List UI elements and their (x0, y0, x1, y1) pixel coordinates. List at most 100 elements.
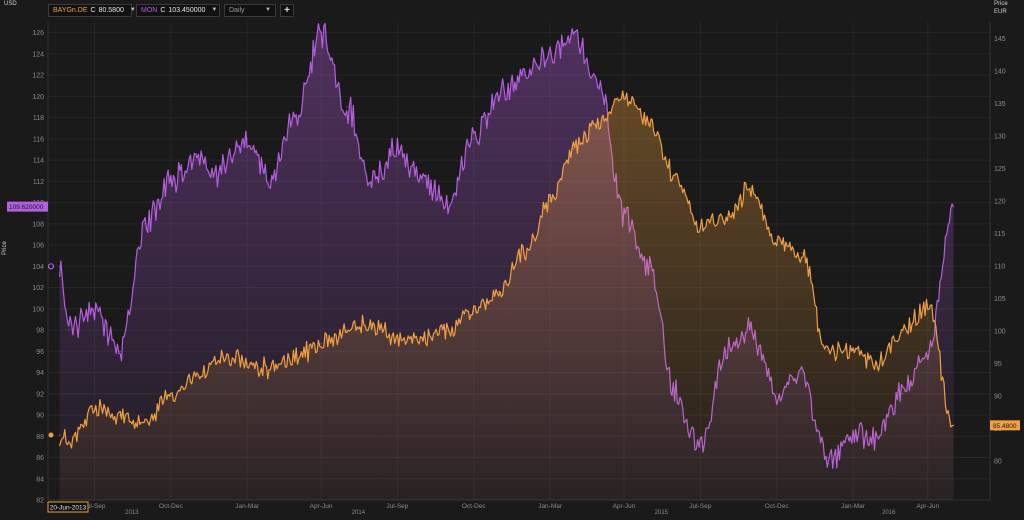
right-tick-label: 80 (994, 458, 1002, 465)
mon-point (246, 138, 248, 140)
x-tick-label: Jul-Sep (386, 503, 408, 510)
mon-point (144, 223, 146, 225)
left-tick-label: 120 (32, 94, 44, 101)
interval-selector[interactable]: Daily ▼ (224, 4, 276, 17)
mon-start-marker (47, 263, 55, 270)
interval-value: Daily (229, 7, 245, 14)
bayer-point (170, 395, 172, 397)
mon-point (775, 392, 778, 395)
right-tick-label: 120 (994, 198, 1006, 205)
bayer-point (58, 434, 61, 436)
series2-type: C (160, 7, 166, 14)
mon-point (725, 350, 727, 353)
mon-point (523, 74, 526, 76)
mon-point (800, 371, 803, 374)
bayer-point (926, 304, 929, 306)
bayer-point (194, 375, 197, 378)
bayer-point (497, 291, 500, 293)
mon-point (648, 265, 651, 268)
bayer-point (852, 349, 854, 352)
bayer-point (67, 440, 70, 443)
bayer-point (549, 200, 551, 202)
mon-point (598, 84, 600, 87)
bayer-point (750, 187, 752, 189)
bayer-point (93, 408, 96, 410)
bayer-point (246, 362, 248, 365)
series1-symbol: BAYGn.DE (53, 7, 88, 14)
mon-point (396, 148, 399, 151)
left-tick-label: 118 (33, 115, 44, 122)
bayer-point (572, 148, 575, 150)
mon-point (370, 180, 373, 183)
left-tick-label: 82 (36, 498, 44, 505)
bayer-point (623, 95, 625, 98)
bayer-point (320, 343, 322, 345)
x-tick-label: Apr-Jun (613, 503, 636, 510)
mon-point (320, 31, 322, 34)
left-tick-label: 96 (36, 349, 44, 356)
bayer-point (269, 369, 272, 371)
chevron-down-icon: ▼ (265, 7, 271, 13)
mon-point (497, 95, 500, 98)
chevron-down-icon: ▼ (211, 7, 218, 13)
start-date-label: 20-Jun-2013 (50, 505, 87, 512)
bayer-point (876, 362, 878, 365)
left-tick-label: 98 (36, 328, 44, 335)
x-tick-label: Oct-Dec (159, 503, 184, 510)
x-tick-label: Jan-Mar (841, 503, 866, 510)
bayer-point (902, 330, 904, 332)
mon-point (194, 159, 197, 161)
mon-point (549, 53, 551, 55)
x-tick-label: Jan-Mar (235, 503, 260, 510)
x-tick-label: Apr-Jun (916, 503, 939, 510)
mon-point (119, 350, 122, 353)
mon-point (345, 106, 348, 108)
mon-point (67, 329, 70, 331)
bayer-point (144, 421, 146, 423)
year-label: 2013 (125, 510, 139, 515)
bayer-point (648, 122, 651, 124)
mon-point (572, 31, 575, 34)
left-tick-label: 88 (36, 434, 44, 441)
left-tick-label: 102 (32, 285, 44, 292)
add-series-button[interactable]: + (280, 4, 294, 17)
bayer-last-value: 85.4800 (993, 423, 1017, 430)
mon-point (623, 212, 625, 214)
mon-point (447, 201, 449, 204)
bayer-point (295, 356, 297, 358)
x-tick-label: Oct-Dec (462, 503, 487, 510)
year-label: 2016 (882, 510, 896, 515)
x-tick-label: Jul-Sep (689, 503, 711, 510)
mon-point (952, 205, 955, 208)
left-tick-label: 108 (32, 221, 44, 228)
right-tick-label: 100 (994, 328, 1006, 335)
series2-symbol: MON (141, 7, 158, 14)
right-tick-label: 110 (994, 263, 1005, 270)
bayer-point (523, 252, 526, 254)
bayer-point (370, 323, 373, 326)
bayer-point (396, 336, 399, 339)
right-tick-label: 145 (994, 36, 1006, 43)
mon-point (852, 435, 854, 438)
left-tick-label: 114 (33, 158, 44, 165)
x-tick-label: Oct-Dec (765, 503, 790, 510)
series2-value: 103.450000 (168, 7, 206, 14)
mon-point (58, 265, 61, 268)
right-tick-label: 125 (994, 166, 1006, 173)
left-tick-label: 92 (36, 391, 44, 398)
bayer-point (725, 219, 727, 222)
left-tick-label: 104 (32, 264, 44, 271)
bayer-point (422, 336, 424, 339)
mon-point (422, 180, 424, 183)
left-tick-label: 124 (32, 51, 44, 58)
left-tick-label: 84 (36, 476, 44, 483)
x-tick-label: Apr-Jun (310, 503, 333, 510)
mon-point (902, 392, 904, 395)
bayer-point (472, 310, 475, 313)
series1-selector[interactable]: BAYGn.DE C 80.5800 ▼ (48, 4, 136, 17)
mon-point (295, 116, 297, 119)
series2-selector[interactable]: MON C 103.450000 ▼ (136, 4, 220, 17)
mon-point (673, 392, 676, 395)
